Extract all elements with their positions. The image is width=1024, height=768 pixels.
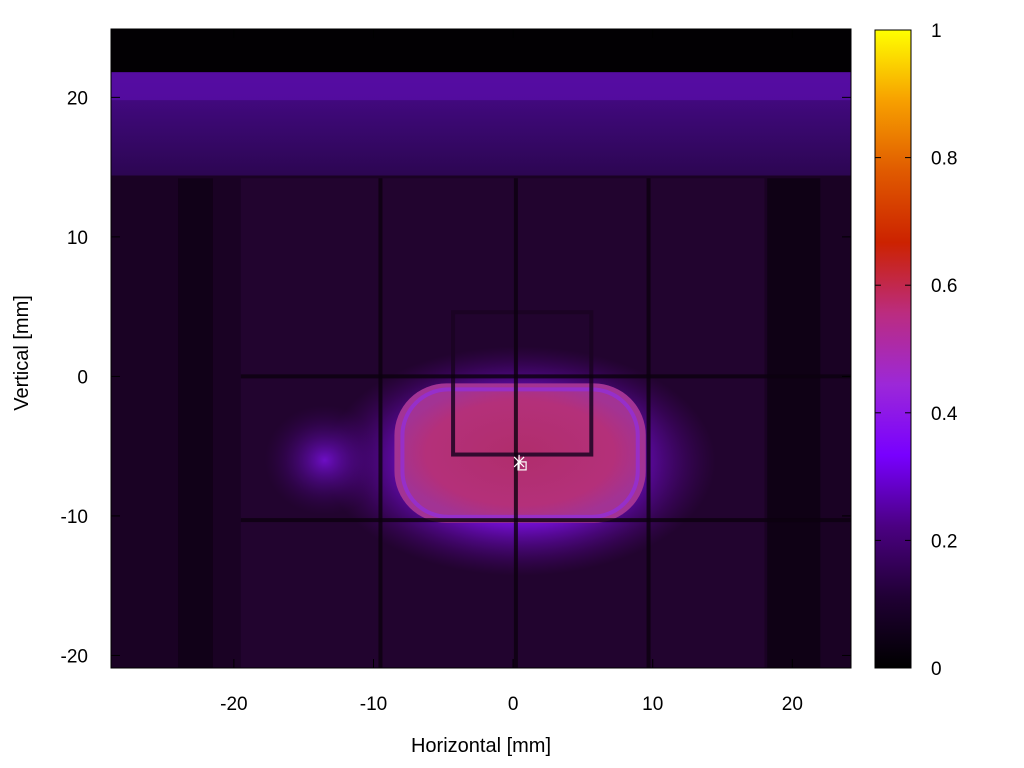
center-marker-cross: [513, 454, 525, 469]
x-axis-title: Horizontal [mm]: [411, 735, 551, 757]
top-dark-strip: [111, 29, 851, 73]
inner-frame: [451, 310, 594, 457]
x-tick-label: 0: [508, 694, 519, 715]
y-tick-label: 0: [77, 367, 88, 388]
colorbar-tick-label: 0.2: [931, 531, 957, 552]
colorbar-tick-label: 0: [931, 659, 942, 680]
colorbar-frame: [874, 29, 912, 669]
colorbar-tick-label: 0.4: [931, 404, 958, 425]
left-dark-column: [178, 178, 213, 668]
y-tick-label: 10: [67, 228, 88, 249]
plot-frame: [110, 28, 852, 669]
colorbar: 0 0.2 0.4 0.6 0.8 1: [874, 21, 958, 680]
x-tick-label: -20: [220, 694, 247, 715]
colorbar-tick-label: 0.8: [931, 149, 957, 170]
x-tick-label: 10: [642, 694, 663, 715]
x-tick-label: -10: [360, 694, 387, 715]
right-dark-column: [767, 178, 821, 668]
colorbar-tick-label: 1: [931, 21, 942, 42]
center-marker-square: [517, 461, 527, 471]
beam-core-rim: [400, 387, 640, 519]
colorbar-fill: [875, 30, 911, 668]
axes: -20 -10 0 10 20 -20 -10 0 10 20: [61, 29, 851, 715]
y-axis-title: Vertical [mm]: [11, 295, 33, 411]
colorbar-tick-label: 0.6: [931, 276, 957, 297]
top-band-highlight: [111, 72, 851, 101]
colorbar-ticks: 0 0.2 0.4 0.6 0.8 1: [875, 21, 958, 680]
plot-area: [111, 29, 851, 668]
x-tick-label: 20: [782, 694, 803, 715]
y-tick-label: -20: [61, 646, 88, 667]
y-tick-label: -10: [61, 507, 88, 528]
y-tick-label: 20: [67, 88, 88, 109]
beam-side-glow: [264, 405, 385, 516]
